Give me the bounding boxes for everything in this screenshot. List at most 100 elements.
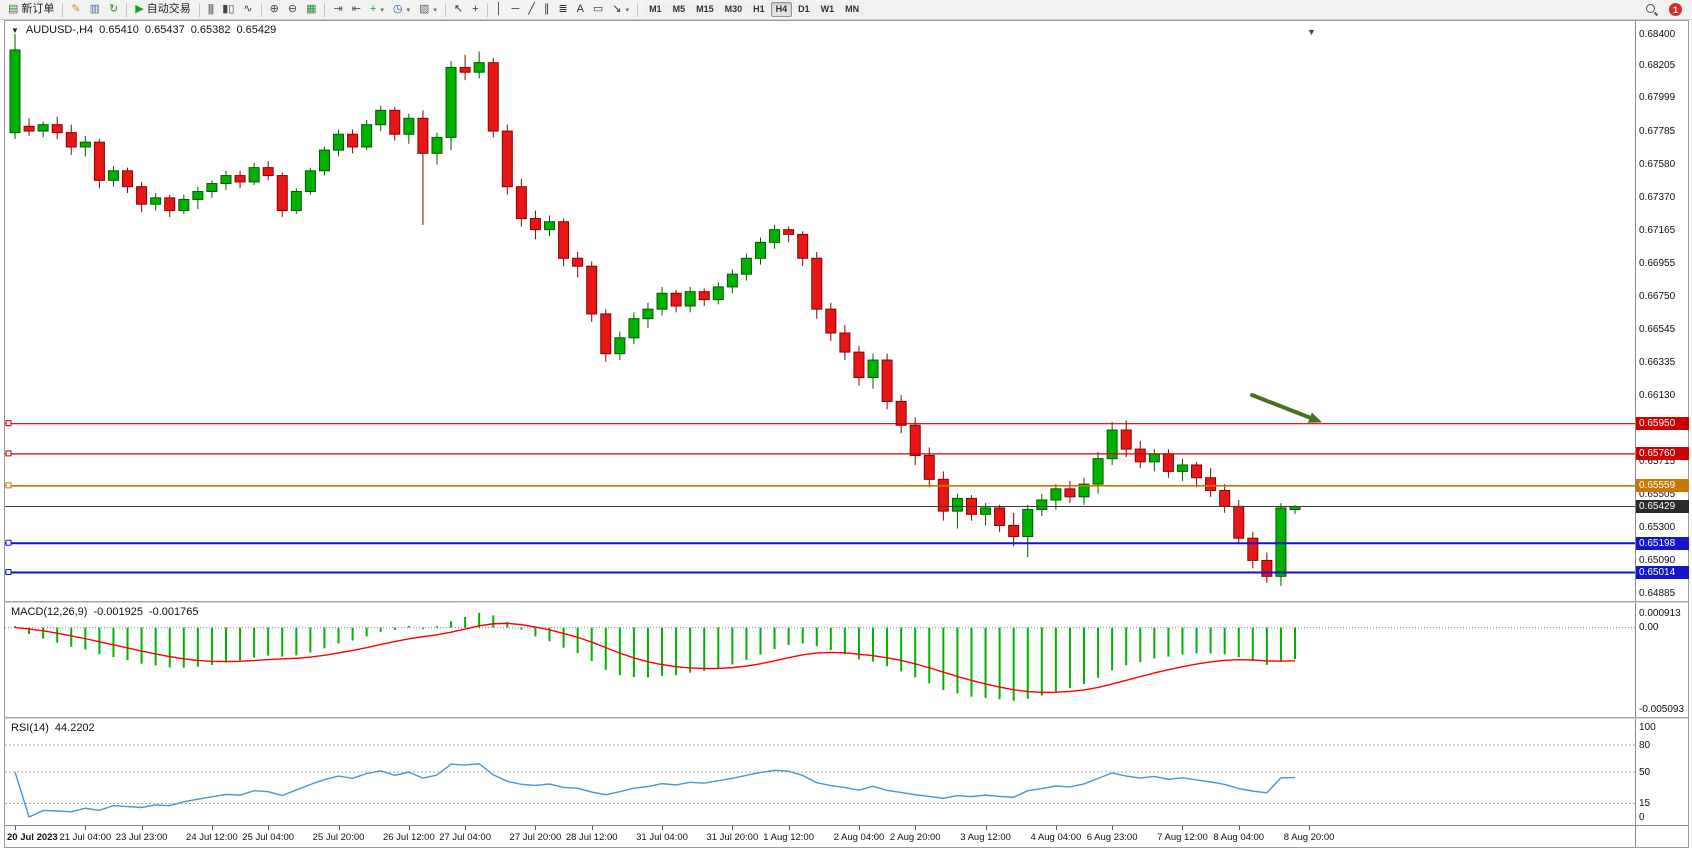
- candle[interactable]: [726, 273, 738, 288]
- candlestick-chart-button[interactable]: ▮▯: [218, 1, 238, 18]
- candle[interactable]: [980, 507, 992, 515]
- candle[interactable]: [937, 478, 949, 512]
- arrows-button[interactable]: ↘ ▾: [608, 1, 633, 18]
- candle[interactable]: [136, 186, 148, 205]
- candle[interactable]: [839, 332, 851, 353]
- candle[interactable]: [318, 149, 330, 172]
- candle[interactable]: [1050, 488, 1062, 501]
- candle[interactable]: [712, 286, 724, 301]
- candle[interactable]: [487, 62, 499, 132]
- candle[interactable]: [1078, 483, 1090, 498]
- candle[interactable]: [9, 49, 21, 134]
- candle[interactable]: [769, 229, 781, 243]
- candle[interactable]: [164, 197, 176, 212]
- candle[interactable]: [558, 221, 570, 259]
- candle[interactable]: [994, 507, 1006, 526]
- candle[interactable]: [1233, 505, 1245, 539]
- candle[interactable]: [51, 124, 63, 134]
- equidistant-channel-button[interactable]: ∥: [540, 1, 554, 18]
- candle[interactable]: [951, 497, 963, 512]
- candle[interactable]: [923, 454, 935, 480]
- timeframe-w1-button[interactable]: W1: [815, 2, 840, 17]
- line-anchor-marker[interactable]: [5, 569, 12, 576]
- candle[interactable]: [347, 133, 359, 148]
- timeframe-h1-button[interactable]: H1: [748, 2, 770, 17]
- candle[interactable]: [501, 130, 513, 188]
- candle[interactable]: [431, 136, 443, 154]
- candle[interactable]: [389, 109, 401, 135]
- candle[interactable]: [684, 291, 696, 307]
- timeframe-m1-button[interactable]: M1: [644, 2, 667, 17]
- fibonacci-button[interactable]: ≣: [554, 1, 571, 18]
- candle[interactable]: [853, 351, 865, 379]
- candle[interactable]: [1191, 464, 1203, 479]
- cursor-button[interactable]: ↖: [450, 1, 467, 18]
- pane-divider[interactable]: [5, 601, 1688, 603]
- pane-divider[interactable]: [5, 717, 1688, 719]
- candle[interactable]: [811, 257, 823, 310]
- zoom-out-button[interactable]: ⊖: [284, 1, 301, 18]
- charts-profile-button[interactable]: ▥: [86, 1, 104, 18]
- candle[interactable]: [867, 359, 879, 379]
- timeframe-mn-button[interactable]: MN: [840, 2, 865, 17]
- candle[interactable]: [93, 141, 105, 181]
- candle[interactable]: [754, 241, 766, 259]
- price-level-tag[interactable]: 0.65950: [1636, 417, 1689, 431]
- line-anchor-marker[interactable]: [5, 420, 12, 427]
- candle[interactable]: [150, 197, 162, 205]
- candle[interactable]: [417, 117, 429, 154]
- candle[interactable]: [1219, 489, 1231, 507]
- candle[interactable]: [262, 167, 274, 177]
- candle[interactable]: [642, 308, 654, 320]
- price-level-tag[interactable]: 0.65559: [1636, 479, 1689, 493]
- autotrading-button[interactable]: ▶ 自动交易: [131, 1, 194, 18]
- candle[interactable]: [1036, 499, 1048, 511]
- auto-scroll-button[interactable]: ⇥: [329, 1, 346, 18]
- candle[interactable]: [1134, 448, 1146, 463]
- metaeditor-button[interactable]: ✎: [67, 1, 84, 18]
- time-axis[interactable]: 20 Jul 2023 21 Jul 04:00 23 Jul 23:00 24 Ju…: [5, 826, 1635, 847]
- candle[interactable]: [375, 109, 387, 126]
- candle[interactable]: [1092, 458, 1104, 485]
- candle[interactable]: [304, 170, 316, 192]
- candle[interactable]: [23, 125, 35, 132]
- candle[interactable]: [1247, 537, 1259, 561]
- candle[interactable]: [529, 218, 541, 231]
- price-level-tag[interactable]: 0.65198: [1636, 536, 1689, 550]
- candle[interactable]: [290, 190, 302, 212]
- candle[interactable]: [361, 124, 373, 148]
- bar-chart-button[interactable]: |||: [204, 1, 218, 18]
- text-button[interactable]: A: [573, 1, 588, 18]
- candle[interactable]: [1106, 429, 1118, 460]
- crosshair-button[interactable]: +: [468, 1, 482, 18]
- candle[interactable]: [600, 313, 612, 355]
- candle[interactable]: [572, 257, 584, 267]
- macd-plot[interactable]: [5, 603, 1635, 717]
- candle[interactable]: [515, 186, 527, 220]
- tile-windows-button[interactable]: ▦: [302, 1, 320, 18]
- candle[interactable]: [178, 198, 190, 212]
- price-axis[interactable]: 0.68400 0.68205 0.67999 0.67785 0.67580 0.673…: [1635, 21, 1689, 847]
- one-click-trading-toggle-icon[interactable]: [11, 26, 19, 35]
- candle[interactable]: [1275, 507, 1287, 577]
- zoom-in-button[interactable]: ⊕: [266, 1, 283, 18]
- candle[interactable]: [1148, 453, 1160, 463]
- candle[interactable]: [65, 132, 77, 148]
- new-order-button[interactable]: ▤ 新订单: [4, 1, 58, 18]
- search-button[interactable]: [1641, 1, 1663, 18]
- price-level-tag[interactable]: 0.65760: [1636, 447, 1689, 461]
- candle[interactable]: [825, 308, 837, 334]
- chart-shift-marker[interactable]: [1307, 27, 1316, 37]
- text-label-button[interactable]: ▭: [589, 1, 607, 18]
- candle[interactable]: [544, 221, 556, 231]
- timeframe-m15-button[interactable]: M15: [691, 2, 719, 17]
- timeframe-d1-button[interactable]: D1: [793, 2, 815, 17]
- candle[interactable]: [895, 400, 907, 426]
- templates-button[interactable]: ▧ ▾: [415, 1, 441, 18]
- candle[interactable]: [248, 167, 260, 183]
- candle[interactable]: [670, 292, 682, 307]
- candle[interactable]: [881, 359, 893, 402]
- horizontal-line-button[interactable]: ─: [507, 1, 523, 18]
- trend-arrow-annotation[interactable]: [1250, 393, 1312, 420]
- candle[interactable]: [1022, 509, 1034, 538]
